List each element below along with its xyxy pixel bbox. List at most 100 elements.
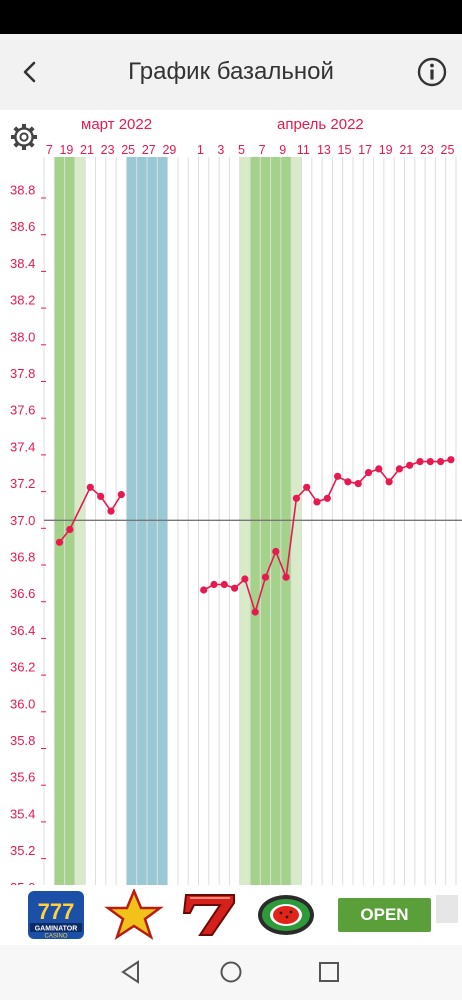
x-tick-label: 25 [441,143,455,157]
triangle-back-icon [121,960,139,984]
y-tick-label: 35.8 [10,733,35,748]
data-point [395,465,403,473]
x-tick-label: 23 [101,143,115,157]
square-recents-icon [319,962,339,982]
points-layer [55,456,455,616]
data-point [292,494,300,502]
x-tick-label: 23 [420,143,434,157]
x-labels-layer: 7 19 21 23 25 27 29 1 3 5 7 9 11 13 15 17 19 21 23 25 [46,143,455,157]
band-fertile-light [239,157,250,885]
info-icon [417,57,447,87]
data-point [107,507,115,515]
nav-home-button[interactable] [218,959,244,985]
data-point [364,469,373,477]
data-point [55,538,64,546]
x-tick-label: 27 [142,143,156,157]
x-tick-label: 7 [259,143,266,157]
y-tick-label: 37.4 [10,439,35,454]
band-fertile-light [291,157,302,885]
data-point [334,472,342,480]
data-point [385,478,393,486]
svg-text:CASINO: CASINO [44,934,67,940]
data-point [251,608,259,616]
y-tick-label: 38.0 [10,329,35,344]
ad-banner[interactable]: 777 GAMINATOR CASINO OPEN [0,885,462,945]
data-point [354,480,362,488]
watermelon-icon [258,895,314,935]
gear-button[interactable] [11,124,37,150]
open-button[interactable]: OPEN [338,898,431,932]
y-tick-label: 37.6 [10,403,35,418]
system-nav-bar [0,945,462,1000]
x-tick-label: 11 [297,143,310,157]
x-tick-label: 9 [279,143,286,157]
y-tick-label: 36.8 [10,550,35,565]
x-tick-label: 17 [358,143,372,157]
data-point [406,461,414,469]
data-point [375,465,383,473]
x-tick-label: 15 [338,143,352,157]
y-tick-label: 38.2 [10,293,35,308]
page-title: График базальной [128,58,334,85]
y-tick-label: 38.6 [10,219,35,234]
seven-icon [182,894,235,936]
ad-info-area [436,895,458,923]
data-point [313,498,321,506]
data-point [323,494,331,502]
ad-app-icon-fruit[interactable] [256,889,316,941]
y-labels-layer: 38.8 38.6 38.4 38.2 38.0 37.8 37.6 37.4 37.2 37.0… [10,183,46,885]
bbt-chart[interactable]: 7 19 21 23 25 27 29 1 3 5 7 9 11 13 15 17 19 21 23 25 март … [0,110,462,885]
ad-app-icon-star[interactable] [104,887,164,941]
slot-777-icon: 777 GAMINATOR CASINO [28,891,84,940]
x-tick-label: 21 [399,143,413,157]
ad-app-icon-seven[interactable] [180,889,240,941]
y-tick-label: 37.2 [10,476,35,491]
data-point [220,580,228,589]
y-tick-label: 38.8 [10,183,35,198]
data-point [200,586,208,594]
data-point [416,458,424,466]
y-tick-label: 36.4 [10,623,35,638]
app-header: График базальной [0,34,462,110]
y-tick-label: 35.2 [10,843,35,858]
data-point [231,584,239,592]
svg-text:777: 777 [38,899,75,924]
y-tick-label: 37.8 [10,366,35,381]
grid-layer [43,157,457,885]
ad-app-icon-casino[interactable]: 777 GAMINATOR CASINO [26,889,86,941]
x-tick-label: 19 [59,143,73,157]
x-tick-label: 5 [238,143,245,157]
band-fertile-light [74,157,86,885]
data-point [117,491,125,499]
data-point [426,458,434,466]
month-label: март 2022 [81,116,152,133]
star-icon [104,887,164,940]
data-point [210,580,218,589]
month-labels-layer: март 2022 апрель 2022 [81,116,364,133]
data-point [241,575,249,583]
y-tick-label: 38.4 [10,256,35,271]
x-tick-label: 21 [80,143,94,157]
x-tick-label: 25 [121,143,135,157]
data-point [282,573,290,581]
data-point [447,456,455,464]
x-tick-label: 13 [317,143,331,157]
chart-svg: 7 19 21 23 25 27 29 1 3 5 7 9 11 13 15 17 19 21 23 25 март … [10,116,462,885]
nav-recents-button[interactable] [316,959,342,985]
nav-back-button[interactable] [118,959,144,985]
y-tick-label: 35.6 [10,770,35,785]
x-tick-label: 7 [46,143,53,157]
data-point [86,483,94,491]
y-tick-label: 36.2 [10,660,35,675]
back-button[interactable] [12,54,48,90]
x-tick-label: 3 [217,143,224,157]
chevron-left-icon [23,61,36,83]
y-tick-label: 36.6 [10,586,35,601]
x-tick-label: 29 [162,143,176,157]
info-button[interactable] [416,56,448,88]
y-tick-label: 37.0 [10,513,35,528]
svg-text:GAMINATOR: GAMINATOR [35,926,78,933]
data-point [97,492,105,500]
data-point [272,547,280,556]
circle-home-icon [220,961,242,983]
